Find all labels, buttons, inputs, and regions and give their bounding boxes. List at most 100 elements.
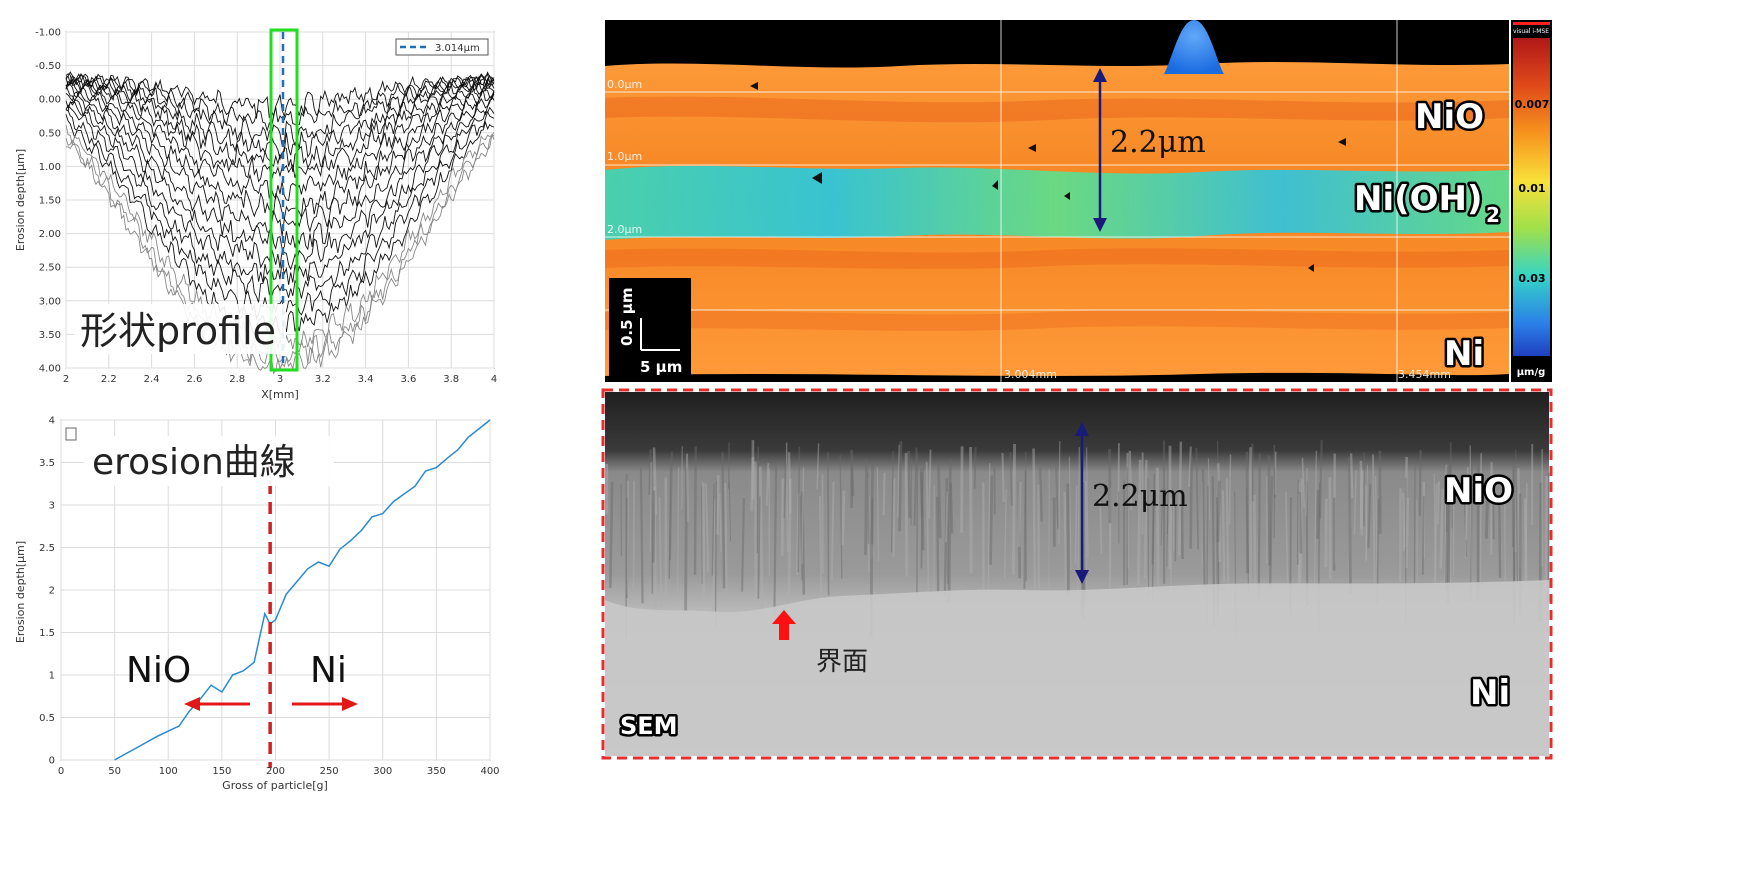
sem-texture-line (1297, 481, 1301, 603)
sem-texture-line (719, 493, 722, 553)
erosion-x-tick: 150 (212, 766, 231, 777)
sem-thickness-label: 2.2μm (1092, 479, 1188, 514)
profile-y-tick: 0.00 (39, 95, 61, 106)
scale-bar-horizontal-label: 5 μm (640, 358, 682, 376)
sem-texture-line (797, 446, 801, 573)
sem-texture-line (1039, 466, 1043, 522)
sem-texture-line (649, 462, 652, 553)
sem-texture-line (1207, 458, 1211, 521)
sem-texture-line (1195, 447, 1199, 550)
sem-texture-line (1017, 481, 1022, 547)
sem-texture-line (716, 475, 720, 535)
sem-texture-line (669, 451, 673, 561)
profile-y-tick: 2.00 (39, 229, 61, 240)
sem-texture-line (609, 482, 614, 588)
profile-x-tick: 2.2 (101, 374, 117, 385)
profile-y-tick: 0.50 (39, 128, 61, 139)
colorbar-unit: μm/g (1517, 367, 1546, 378)
sem-texture-line (668, 458, 672, 580)
colormap-x-mark-0: 3.004mm (1004, 368, 1057, 381)
sem-texture-line (928, 449, 932, 519)
erosion-y-tick: 2 (49, 586, 55, 597)
profile-highlight-box (269, 28, 299, 372)
sem-texture-line (757, 496, 761, 599)
colormap-markers (750, 82, 1346, 272)
sem-texture-line (1484, 485, 1490, 539)
sem-texture-line (1221, 490, 1226, 583)
scale-bar-vertical-label: 0.5 μm (618, 288, 636, 346)
sem-texture-line (1313, 450, 1317, 587)
erosion-label-nio: NiO (126, 650, 191, 691)
sem-texture-line (1143, 459, 1148, 579)
sem-texture-line (787, 478, 792, 629)
sem-texture-line (839, 454, 843, 579)
sem-texture-line (1001, 452, 1005, 503)
sem-texture-line (1023, 471, 1027, 589)
profile-y-ticks: -1.00 -0.50 0.00 0.50 1.00 1.50 2.00 2.50 3.00 3.… (35, 28, 61, 375)
sem-texture-line (1267, 455, 1272, 566)
arrow-right-head (342, 697, 358, 711)
erosion-annotation-bg (84, 436, 334, 486)
sem-texture-line (841, 490, 846, 545)
sem-arrow-head-top (1075, 422, 1089, 436)
profile-x-ticks: 2 2.2 2.4 2.6 2.8 3 3.2 3.4 3.6 3.8 4 (63, 374, 497, 385)
sem-texture-line (1544, 476, 1549, 588)
sem-texture-line (1316, 490, 1320, 540)
sem-texture-line (1011, 443, 1017, 575)
sem-ni-region (605, 580, 1549, 756)
sem-texture-line (870, 462, 874, 545)
sem-texture-line (907, 450, 912, 518)
profile-x-tick: 3.4 (358, 374, 374, 385)
sem-texture-line (816, 443, 820, 490)
sem-texture-line (1245, 451, 1249, 574)
colormap-depth-mark-0: 0.0μm (607, 78, 642, 91)
profile-legend-box (395, 38, 489, 56)
profile-series-line (65, 91, 495, 271)
sem-texture-line (724, 483, 728, 595)
sem-texture-line (1469, 445, 1472, 584)
sem-texture-line (1024, 451, 1027, 582)
colormap-depth-mark-1: 1.0μm (607, 150, 642, 163)
sem-texture-line (947, 459, 952, 603)
sem-label: SEM (620, 712, 678, 740)
sem-texture-line (1318, 440, 1323, 519)
sem-texture-line (1082, 481, 1086, 604)
sem-texture-line (1017, 481, 1022, 579)
sem-arrow-head-bottom (1075, 570, 1089, 584)
sem-texture-line (989, 475, 994, 565)
arrow-left (184, 697, 250, 711)
sem-texture-line (1166, 491, 1170, 535)
profile-x-tick: 2 (63, 374, 69, 385)
sem-texture-line (1180, 492, 1184, 560)
sem-texture-line (773, 464, 778, 616)
sem-texture-line (1347, 456, 1352, 594)
sem-texture-line (910, 456, 913, 525)
profile-legend: 3.014μm (395, 38, 489, 56)
sem-texture-line (960, 446, 964, 533)
profile-y-tick: -0.50 (35, 61, 61, 72)
sem-panel: 2.2μm NiO Ni SEM 界面 (601, 388, 1553, 760)
sem-texture-line (945, 491, 949, 543)
sem-texture-line (1217, 463, 1222, 563)
sem-texture-line (1074, 485, 1078, 565)
sem-texture-line (785, 442, 789, 553)
profile-y-tick: 3.00 (39, 296, 61, 307)
profile-series-line (65, 94, 495, 285)
sem-texture-line (1151, 473, 1156, 599)
colormap-x-mark-1: 3.454mm (1398, 368, 1451, 381)
sem-texture-line (1445, 466, 1450, 591)
sem-texture-line (750, 456, 755, 512)
sem-texture-line (1246, 488, 1250, 593)
sem-texture-line (1413, 460, 1416, 584)
sem-texture-line (1305, 468, 1308, 517)
sem-texture-line (876, 467, 879, 562)
sem-texture-line (1273, 444, 1276, 498)
profile-legend-label: 3.014μm (435, 43, 480, 54)
colorbar-title: visual i-MSE (1513, 28, 1549, 35)
profile-series-line (65, 104, 495, 303)
sem-texture-line (1252, 495, 1257, 584)
sem-texture-line (1365, 485, 1368, 561)
sem-texture-line (1058, 441, 1061, 545)
colormap-streak (605, 248, 1509, 269)
